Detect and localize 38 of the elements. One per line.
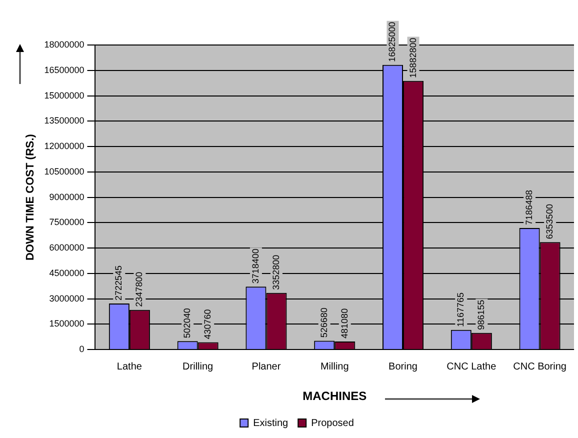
- data-label: 526680: [318, 308, 329, 338]
- y-tick-label: 10500000: [44, 166, 84, 176]
- y-tick-label: 9000000: [49, 192, 84, 202]
- y-axis-title: DOWN TIME COST (RS.): [24, 134, 37, 261]
- y-tick-label: 12000000: [44, 141, 84, 152]
- data-label: 7186488: [524, 190, 534, 225]
- y-tick-label: 13500000: [44, 116, 84, 126]
- legend-label: Proposed: [311, 418, 354, 429]
- legend-label: Existing: [253, 418, 288, 429]
- data-label: 3718400: [250, 248, 260, 284]
- x-tick-label: Milling: [320, 361, 349, 372]
- data-label: 1167765: [456, 292, 466, 327]
- y-tick-label: 15000000: [44, 90, 84, 100]
- data-label: 6353500: [544, 204, 555, 240]
- data-label: 15882800: [408, 38, 418, 78]
- y-tick-label: 3000000: [49, 293, 84, 304]
- data-label: 3352800: [270, 254, 281, 290]
- data-label: 2347800: [134, 272, 144, 307]
- y-tick-label: 6000000: [49, 242, 84, 253]
- data-label: 430760: [202, 309, 213, 340]
- x-axis-title: MACHINES: [302, 389, 367, 404]
- x-tick-label: CNC Boring: [513, 361, 566, 372]
- x-tick-label: Planer: [252, 361, 282, 372]
- y-tick-label: 4500000: [49, 268, 84, 278]
- y-tick-label: 18000000: [44, 39, 84, 50]
- data-label: 481080: [339, 308, 350, 338]
- x-tick-label: CNC Lathe: [446, 361, 497, 372]
- y-tick-label: 1500000: [49, 318, 84, 329]
- x-tick-label: Lathe: [116, 361, 142, 372]
- y-tick-label: 0: [79, 344, 84, 354]
- data-label: 2722545: [114, 265, 124, 301]
- y-tick-label: 7500000: [49, 217, 84, 228]
- data-label: 16825000: [387, 22, 398, 62]
- x-tick-label: Boring: [388, 361, 418, 372]
- x-tick-label: Drilling: [182, 361, 214, 372]
- y-tick-label: 16500000: [44, 64, 84, 75]
- data-label: 502040: [182, 308, 192, 338]
- data-label: 986155: [476, 300, 486, 330]
